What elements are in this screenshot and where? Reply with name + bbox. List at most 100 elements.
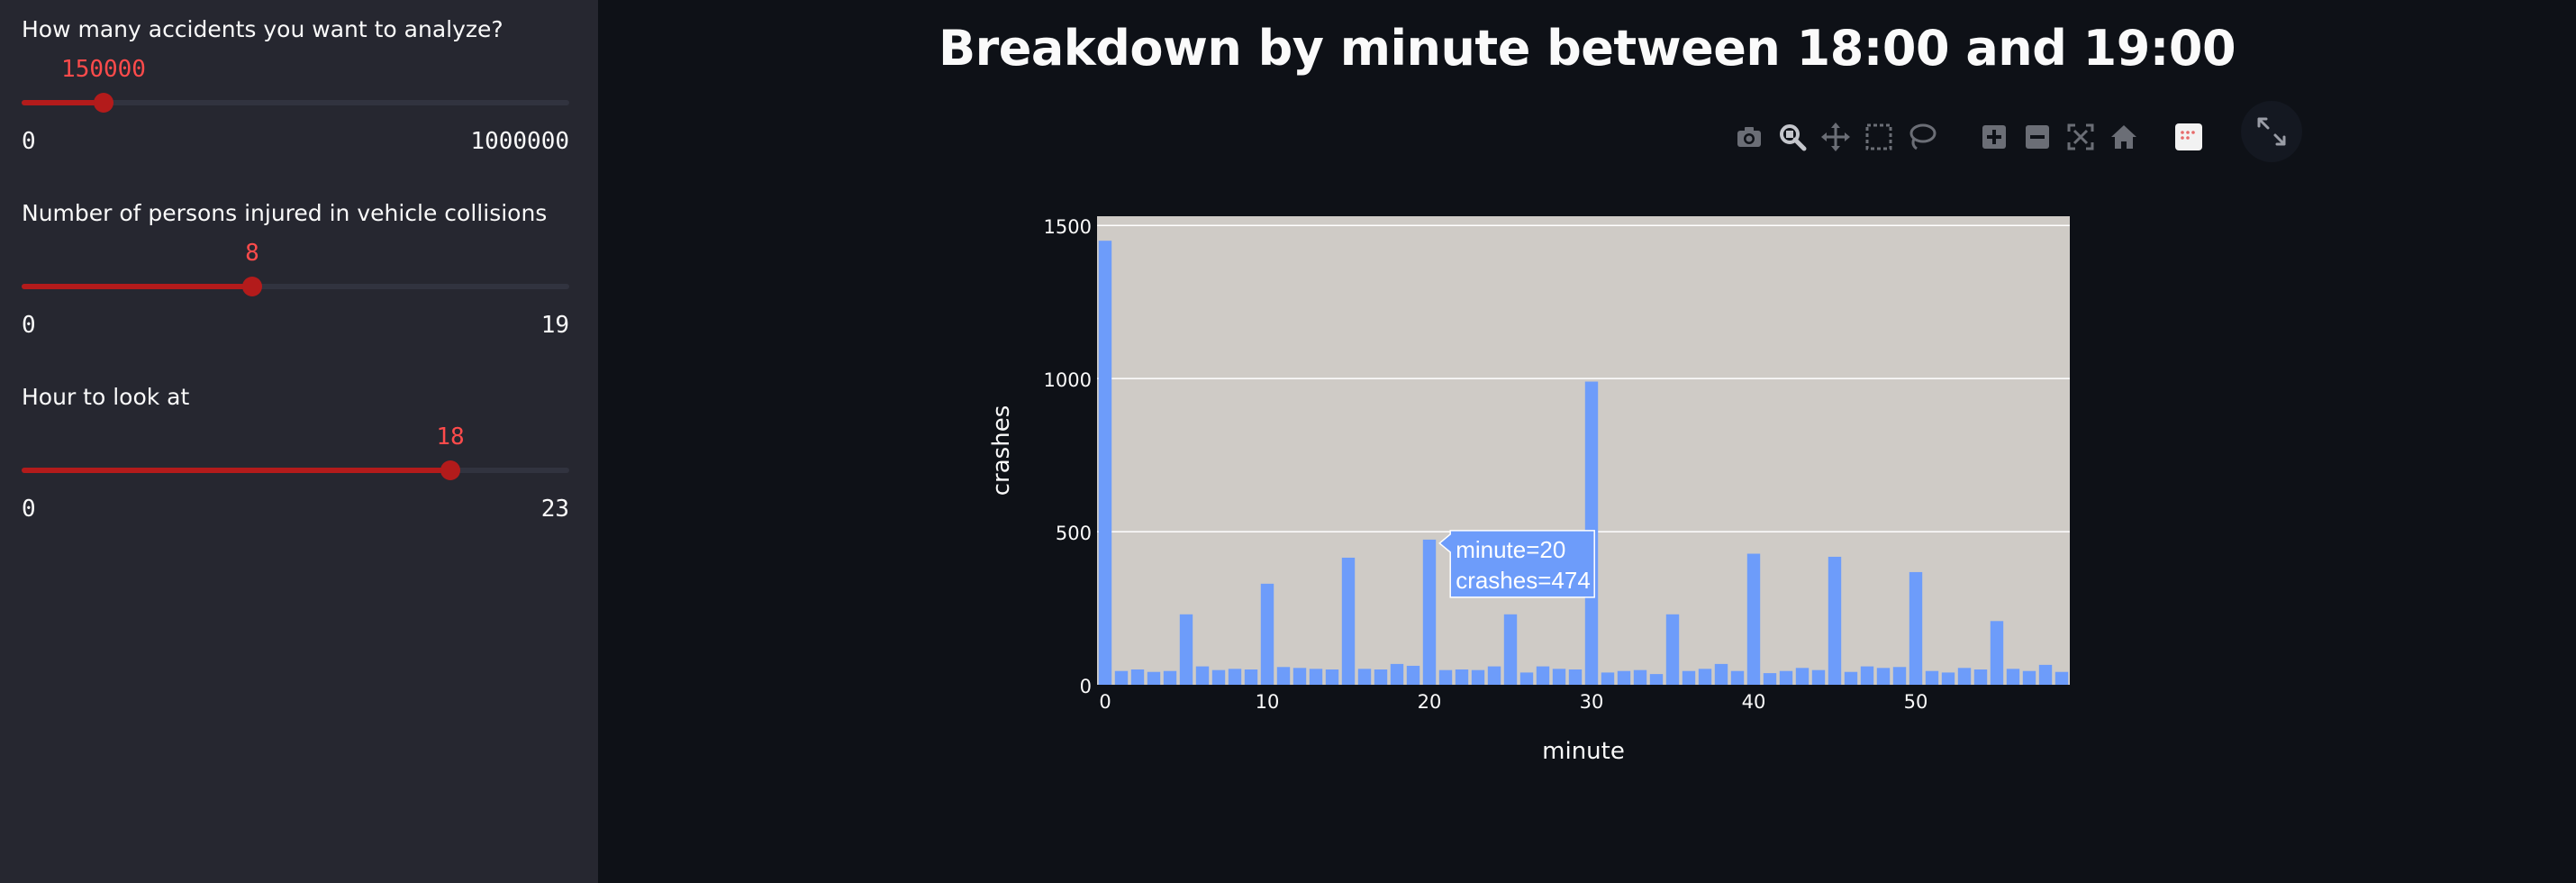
bar[interactable] — [1438, 669, 1453, 685]
tooltip-y-text: crashes=474 — [1456, 567, 1591, 594]
slider-max-label: 1000000 — [470, 128, 569, 155]
bar[interactable] — [1536, 666, 1550, 685]
plotly-logo-icon[interactable] — [2172, 121, 2205, 153]
bar[interactable] — [1325, 669, 1339, 685]
bar[interactable] — [1487, 666, 1501, 685]
hover-tooltip: minute=20 crashes=474 — [1438, 530, 1595, 598]
slider-label: How many accidents you want to analyze? — [22, 16, 503, 42]
bar[interactable] — [1228, 669, 1242, 685]
bar[interactable] — [1276, 667, 1291, 685]
bar[interactable] — [1811, 669, 1826, 685]
slider-min-label: 0 — [22, 128, 36, 155]
bar[interactable] — [2006, 669, 2020, 685]
bar[interactable] — [2022, 670, 2036, 685]
bar[interactable] — [1990, 621, 2004, 685]
x-tick-label: 10 — [1256, 691, 1280, 713]
x-tick-label: 20 — [1418, 691, 1442, 713]
injured-slider[interactable] — [22, 277, 569, 296]
reset-axes-icon[interactable] — [2108, 121, 2140, 153]
bar[interactable] — [1503, 614, 1518, 685]
bar[interactable] — [1973, 669, 1988, 685]
bar[interactable] — [1130, 669, 1145, 685]
bar[interactable] — [1795, 668, 1810, 685]
fullscreen-button[interactable] — [2241, 101, 2302, 162]
hour-slider[interactable] — [22, 460, 569, 480]
bar[interactable] — [1455, 669, 1469, 685]
bar[interactable] — [1406, 665, 1420, 685]
zoom-in-icon[interactable] — [1978, 121, 2010, 153]
bar-chart[interactable]: 0 10 20 30 40 50 0 500 1000 1500 minute crashes … — [982, 207, 2090, 784]
bar[interactable] — [2054, 671, 2069, 685]
slider-label: Hour to look at — [22, 384, 190, 410]
bar[interactable] — [1941, 672, 1955, 685]
bar[interactable] — [1179, 614, 1193, 685]
bar[interactable] — [1114, 670, 1129, 685]
bar[interactable] — [1568, 669, 1583, 685]
bar[interactable] — [1309, 669, 1323, 685]
zoom-out-icon[interactable] — [2021, 121, 2054, 153]
bar[interactable] — [1892, 667, 1907, 685]
y-axis-label: crashes — [988, 405, 1015, 496]
slider-thumb[interactable] — [440, 460, 460, 480]
tooltip-box — [1438, 530, 1595, 598]
slider-fill — [22, 100, 104, 105]
bar[interactable] — [1374, 669, 1388, 685]
bar[interactable] — [1211, 669, 1226, 685]
bar[interactable] — [1957, 668, 1972, 685]
slider-max-label: 19 — [540, 312, 569, 339]
bar[interactable] — [1876, 668, 1891, 685]
x-tick-label: 0 — [1099, 691, 1111, 713]
slider-fill — [22, 468, 450, 473]
slider-max-label: 23 — [540, 496, 569, 523]
bar[interactable] — [1828, 556, 1842, 685]
bar[interactable] — [1422, 539, 1437, 685]
bar[interactable] — [1763, 673, 1777, 685]
plot-background — [1097, 216, 2070, 685]
bar[interactable] — [1746, 553, 1761, 685]
slider-fill — [22, 284, 252, 289]
bar[interactable] — [1244, 669, 1258, 685]
bar[interactable] — [1260, 583, 1274, 685]
slider-current-value: 8 — [245, 240, 259, 267]
bar[interactable] — [2038, 664, 2053, 685]
bar[interactable] — [1098, 241, 1112, 685]
bar[interactable] — [1293, 668, 1307, 685]
camera-icon[interactable] — [1733, 121, 1765, 153]
bar[interactable] — [1633, 669, 1647, 685]
bar[interactable] — [1665, 614, 1680, 685]
bar[interactable] — [1860, 666, 1874, 685]
bar[interactable] — [1519, 672, 1534, 685]
bar[interactable] — [1471, 669, 1485, 685]
bar[interactable] — [1649, 674, 1664, 685]
y-tick-label: 1500 — [1044, 216, 1092, 238]
bar[interactable] — [1617, 670, 1631, 685]
bar[interactable] — [1601, 672, 1615, 685]
bar[interactable] — [1714, 663, 1728, 685]
bar[interactable] — [1163, 670, 1177, 685]
zoom-icon[interactable] — [1776, 121, 1809, 153]
bar[interactable] — [1925, 670, 1939, 685]
accidents-slider[interactable] — [22, 93, 569, 113]
x-tick-label: 50 — [1904, 691, 1928, 713]
bar[interactable] — [1779, 670, 1793, 685]
bar[interactable] — [1357, 669, 1372, 685]
bar[interactable] — [1195, 666, 1210, 685]
lasso-select-icon[interactable] — [1906, 121, 1938, 153]
bar[interactable] — [1909, 571, 1923, 685]
y-tick-label: 0 — [1080, 676, 1092, 697]
bar[interactable] — [1682, 670, 1696, 685]
slider-min-label: 0 — [22, 312, 36, 339]
pan-icon[interactable] — [1819, 121, 1852, 153]
box-select-icon[interactable] — [1863, 121, 1895, 153]
slider-thumb[interactable] — [242, 277, 262, 296]
bar[interactable] — [1730, 670, 1745, 685]
bar[interactable] — [1147, 671, 1161, 685]
slider-thumb[interactable] — [94, 93, 113, 113]
autoscale-icon[interactable] — [2064, 121, 2097, 153]
bar[interactable] — [1341, 557, 1356, 685]
bar[interactable] — [1552, 669, 1566, 685]
bar[interactable] — [1844, 671, 1858, 685]
bar[interactable] — [1698, 669, 1712, 685]
bar[interactable] — [1390, 663, 1404, 685]
expand-icon — [2257, 117, 2286, 146]
